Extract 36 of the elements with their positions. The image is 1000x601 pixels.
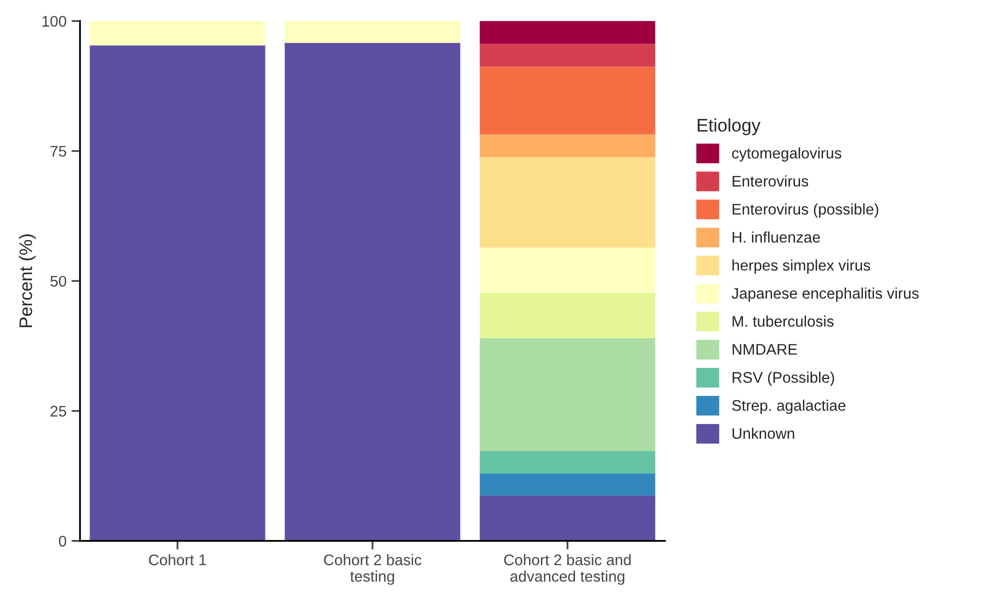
legend-label: Enterovirus <box>732 175 808 187</box>
legend-label: Strep. agalactiae <box>732 400 846 414</box>
legend-label: cytomegalovirus <box>732 147 842 162</box>
y-tick-label: 50 <box>50 276 66 287</box>
legend-label: M. tuberculosis <box>732 316 834 327</box>
bar <box>480 450 656 474</box>
bar <box>480 473 656 496</box>
y-tick-label: 75 <box>50 146 66 157</box>
legend-title: Etiology <box>698 118 760 136</box>
bar <box>480 248 656 293</box>
bar <box>284 21 460 43</box>
legend-label: Enterovirus (possible) <box>732 203 878 218</box>
legend-label: herpes simplex virus <box>732 259 870 274</box>
legend-label: RSV (Possible) <box>732 372 834 386</box>
bar <box>480 338 656 451</box>
bar <box>480 157 656 248</box>
y-tick-label: 100 <box>42 16 66 27</box>
y-axis-title: Percent (%) <box>18 234 36 328</box>
bar <box>480 134 656 158</box>
bar <box>284 42 460 541</box>
y-tick-label: 25 <box>50 406 66 417</box>
bar <box>480 66 656 134</box>
x-tick-label: Cohort 2 basic and advanced testing <box>504 554 631 585</box>
x-tick-label: Cohort 2 basic testing <box>324 554 422 585</box>
legend-label: Unknown <box>732 428 794 439</box>
y-tick-label: 0 <box>58 536 66 547</box>
bar <box>90 21 266 46</box>
bar <box>480 44 656 67</box>
bar <box>480 292 656 338</box>
legend-label: Japanese encephalitis virus <box>732 288 919 302</box>
bar <box>480 21 656 44</box>
bar <box>480 496 656 541</box>
bar <box>90 45 266 541</box>
legend-label: NMDARE <box>732 344 797 355</box>
legend-label: H. influenzae <box>732 231 820 243</box>
x-tick-label: Cohort 1 <box>148 554 206 566</box>
